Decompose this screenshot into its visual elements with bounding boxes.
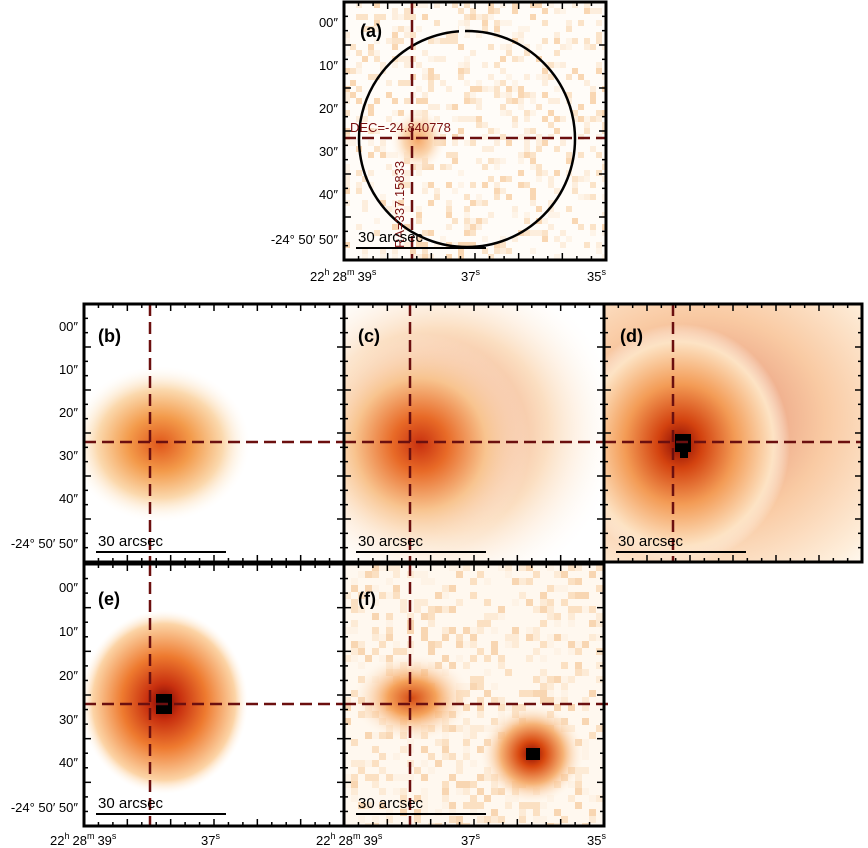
panel-a-scale-text: 30 arcsec [358,229,424,246]
panel-f-scale-text: 30 arcsec [358,795,424,812]
ra-tick-37: 37s [461,831,480,848]
dec-tick-30: 30″ [59,448,78,463]
ra-tick-35: 35s [587,267,606,284]
panel-f: (f) 30 arcsec [342,562,610,828]
axis-ticks [84,2,862,826]
ra-axis-a: 22h 28m 39s 37s 35s [310,267,606,284]
dec-tick-00: 00″ [59,319,78,334]
dec-tick-00: 00″ [319,15,338,30]
dec-tick-00: 00″ [59,580,78,595]
dec-tick-30: 30″ [319,144,338,159]
dec-tick-20: 20″ [59,668,78,683]
panel-c: (c) 30 arcsec [342,302,606,564]
panel-c-scale-text: 30 arcsec [358,533,424,550]
dec-tick-10: 10″ [59,624,78,639]
dec-tick-10: 10″ [59,362,78,377]
panel-e-letter: (e) [98,589,120,609]
ra-tick-35: 35s [587,831,606,848]
ra-tick-first: 22h 28m 39s [50,831,117,848]
dec-tick-30: 30″ [59,712,78,727]
dec-axis-a: 00″ 10″ 20″ 30″ 40″ -24° 50′ 50″ [271,15,339,247]
panel-b-scale-text: 30 arcsec [98,533,164,550]
panel-b: (b) 30 arcsec [82,302,346,564]
panel-d-letter: (d) [620,326,643,346]
dec-annotation: DEC=-24.840778 [350,120,451,135]
panel-c-letter: (c) [358,326,380,346]
panel-a-noise [344,2,606,260]
ra-axis-e: 22h 28m 39s 37s [50,831,220,848]
panel-d: (d) 30 arcsec [602,302,864,564]
ra-tick-37: 37s [201,831,220,848]
dec-tick-50: -24° 50′ 50″ [11,800,79,815]
dec-tick-10: 10″ [319,58,338,73]
dec-axis-b: 00″ 10″ 20″ 30″ 40″ -24° 50′ 50″ [11,319,79,551]
panel-e-scale-text: 30 arcsec [98,795,164,812]
panel-a: DEC=-24.840778 RA=337.15833 (a) 30 arcse… [342,0,608,262]
panel-b-letter: (b) [98,326,121,346]
dec-tick-40: 40″ [59,755,78,770]
dec-tick-50: -24° 50′ 50″ [11,536,79,551]
dec-axis-e: 00″ 10″ 20″ 30″ 40″ -24° 50′ 50″ [11,580,79,815]
dec-tick-20: 20″ [319,101,338,116]
ra-annotation: RA=337.15833 [392,161,407,248]
panel-e: (e) 30 arcsec [82,562,346,828]
dec-tick-20: 20″ [59,405,78,420]
dec-tick-50: -24° 50′ 50″ [271,232,339,247]
dec-tick-40: 40″ [59,491,78,506]
panel-f-letter: (f) [358,589,376,609]
ra-axis-f: 22h 28m 39s 37s 35s [316,831,606,848]
panel-a-letter: (a) [360,21,382,41]
dec-tick-40: 40″ [319,187,338,202]
panel-d-scale-text: 30 arcsec [618,533,684,550]
ra-tick-first: 22h 28m 39s [316,831,383,848]
ra-tick-37: 37s [461,267,480,284]
ra-tick-first: 22h 28m 39s [310,267,377,284]
